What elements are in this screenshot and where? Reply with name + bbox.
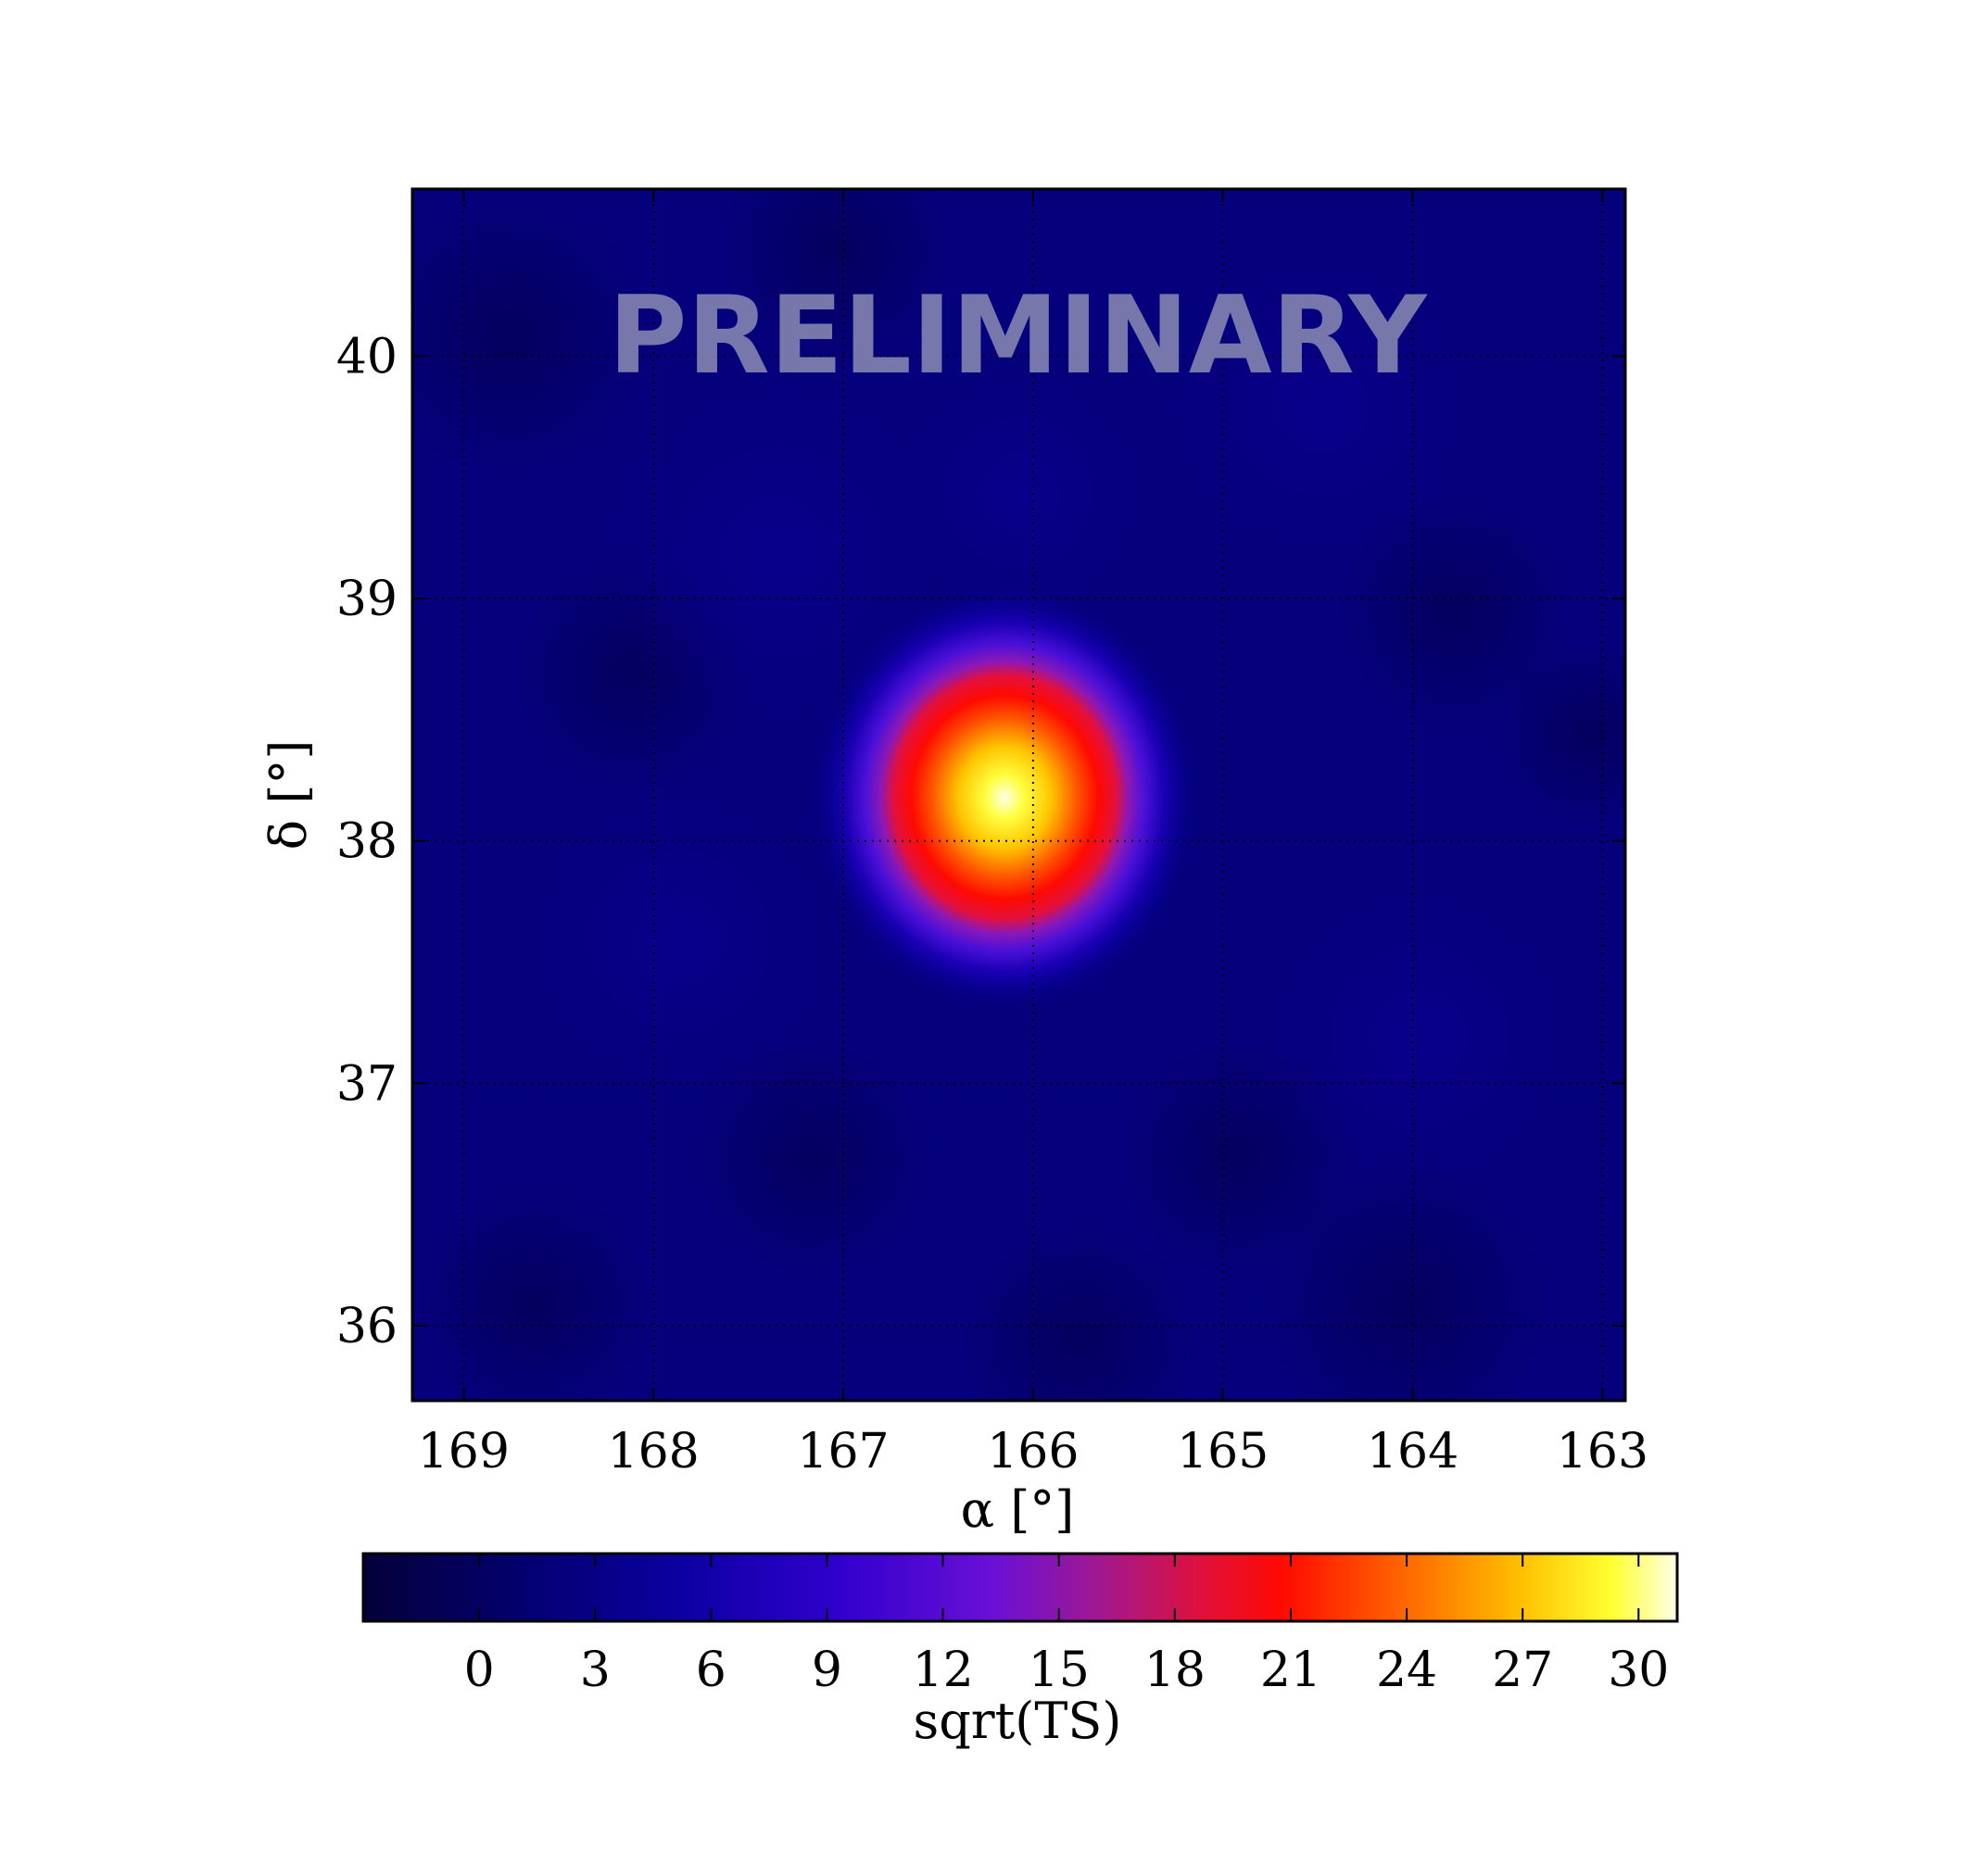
- y-tick-label: 36: [336, 1299, 398, 1354]
- colorbar-gradient: [361, 1552, 1679, 1623]
- y-tick-label: 38: [336, 814, 398, 870]
- x-tick-label: 167: [797, 1424, 889, 1479]
- colorbar-tick-label: 0: [464, 1643, 495, 1698]
- plot-frame: [410, 187, 1627, 1403]
- colorbar-tick-label: 6: [696, 1643, 726, 1698]
- colorbar-tick-label: 18: [1144, 1643, 1206, 1698]
- source-peak: [810, 584, 1200, 1011]
- colorbar-tick-label: 15: [1029, 1643, 1090, 1698]
- x-tick-label: 164: [1367, 1424, 1459, 1479]
- x-tick-label: 166: [987, 1424, 1079, 1479]
- grid: [412, 189, 1625, 1401]
- preliminary-watermark: PRELIMINARY: [608, 273, 1428, 398]
- colorbar-tick-label: 9: [812, 1643, 842, 1698]
- y-axis: 36 37 38 39 40: [336, 330, 1625, 1354]
- x-tick-label: 169: [418, 1424, 510, 1479]
- x-axis: 169 168 167 166 165 164 163: [418, 189, 1648, 1479]
- colorbar-tick-label: 3: [580, 1643, 611, 1698]
- colorbar-label: sqrt(TS): [914, 1692, 1122, 1750]
- x-tick-label: 165: [1177, 1424, 1269, 1479]
- colorbar-tick-label: 30: [1608, 1643, 1669, 1698]
- x-tick-label: 163: [1557, 1424, 1648, 1479]
- colorbar-tick-label: 27: [1492, 1643, 1553, 1698]
- y-axis-label: δ [°]: [259, 740, 318, 850]
- x-axis-label: α [°]: [961, 1480, 1075, 1539]
- colorbar-tick-label: 12: [913, 1643, 974, 1698]
- colorbar: 0 3 6 9 12 15 18 21 24 27 30 sqrt(TS): [361, 1552, 1679, 1750]
- colorbar-tick-label: 24: [1376, 1643, 1437, 1698]
- y-tick-label: 37: [336, 1056, 398, 1112]
- x-tick-label: 168: [608, 1424, 700, 1479]
- y-tick-label: 40: [336, 330, 398, 385]
- y-tick-label: 39: [336, 572, 398, 627]
- colorbar-tick-label: 21: [1260, 1643, 1321, 1698]
- ts-map: [412, 189, 1625, 1401]
